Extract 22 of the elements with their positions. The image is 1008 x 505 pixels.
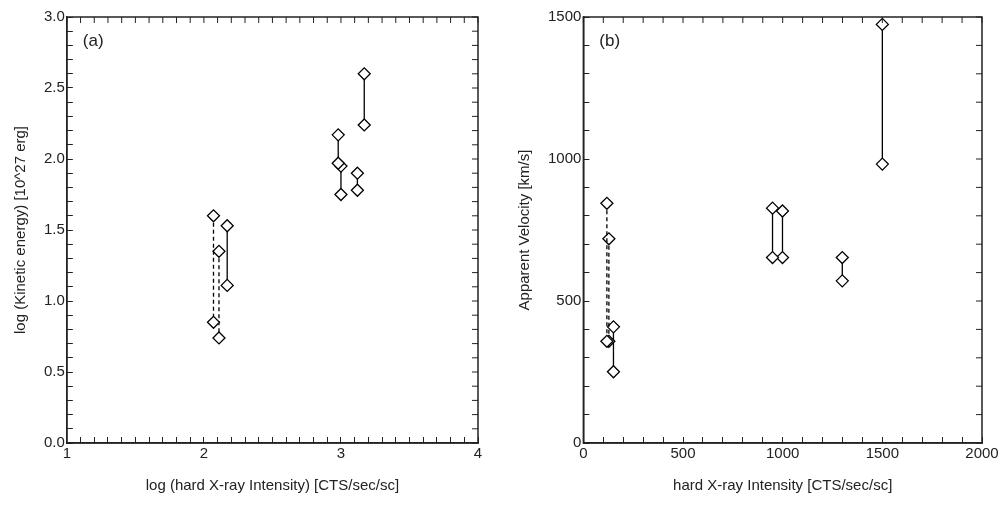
- x-tick-label: 2: [199, 444, 209, 462]
- y-axis-title: Apparent Velocity [km/s]: [515, 149, 533, 311]
- y-tick-label: 1.0: [43, 291, 65, 309]
- y-tick-label: 1.5: [43, 220, 65, 238]
- annotation: (a): [82, 31, 104, 51]
- y-tick-label: 1000: [547, 149, 582, 167]
- x-tick-label: 4: [473, 444, 483, 462]
- x-tick-label: 3: [336, 444, 346, 462]
- y-tick-label: 3.0: [43, 7, 65, 25]
- y-tick-label: 500: [556, 291, 582, 309]
- y-axis-title: log (Kinetic energy) [10^27 erg]: [11, 126, 29, 334]
- x-tick-label: 1000: [766, 444, 800, 462]
- x-tick-label: 1500: [865, 444, 900, 462]
- annotation: (b): [599, 31, 621, 51]
- y-tick-label: 2.5: [43, 78, 65, 96]
- x-tick-label: 2000: [965, 444, 999, 462]
- x-tick-label: 500: [670, 444, 696, 462]
- y-tick-label: 1500: [547, 7, 582, 25]
- y-tick-label: 2.0: [43, 149, 65, 167]
- y-tick-label: 0.5: [43, 362, 65, 380]
- x-axis-title: hard X-ray Intensity [CTS/sec/sc]: [673, 476, 893, 494]
- x-axis-title: log (hard X-ray Intensity) [CTS/sec/sc]: [145, 476, 400, 494]
